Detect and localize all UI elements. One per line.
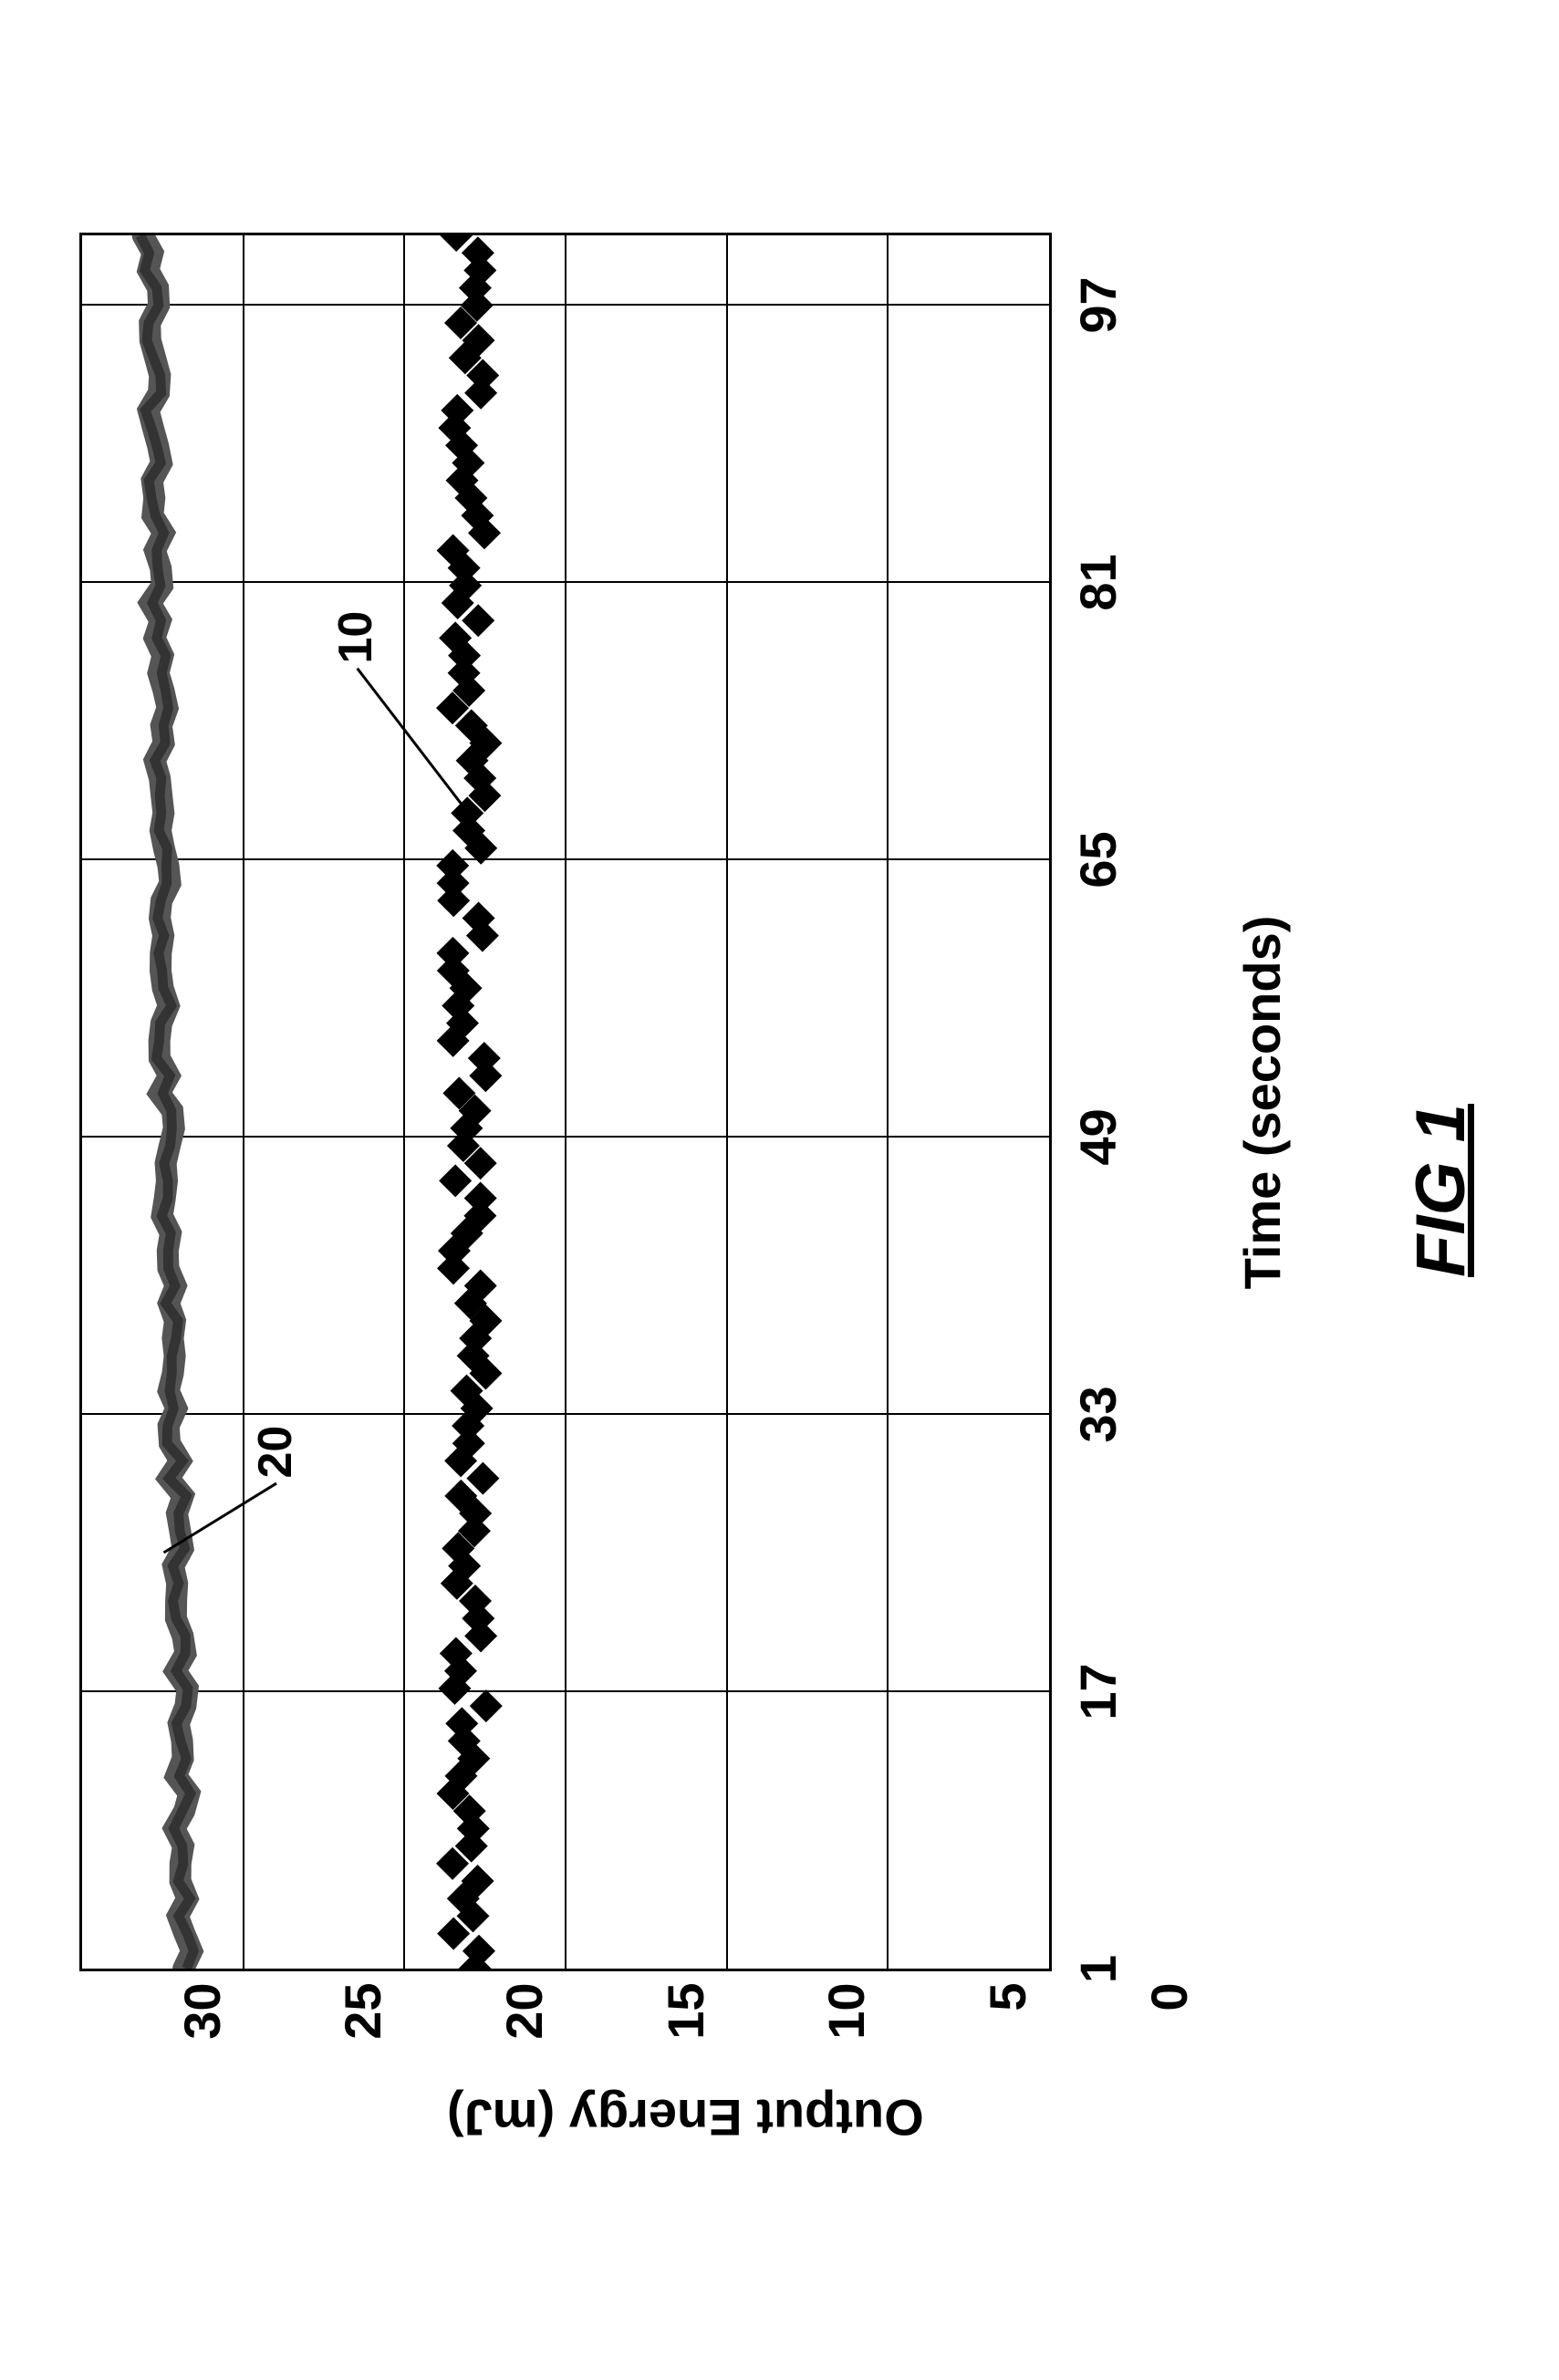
- x-tick-label: 33: [1068, 1386, 1128, 1442]
- x-tick-label: 17: [1068, 1663, 1128, 1720]
- data-series-20: [82, 235, 1049, 1969]
- x-tick-row: 1173349658197: [1068, 235, 1132, 1969]
- x-tick-label: 1: [1068, 1954, 1128, 1982]
- y-tick-label: 30: [176, 1982, 227, 2039]
- rotated-container: Output Energy (mJ) 30 25 20 15 10 5 0 1020 1 17…: [79, 187, 1481, 2194]
- x-tick-label: 81: [1068, 554, 1128, 610]
- y-tick-label: 25: [338, 1982, 389, 2039]
- y-tick-label: 0: [1143, 1982, 1194, 2011]
- y-tick-label: 5: [982, 1982, 1033, 2011]
- y-tick-label: 10: [821, 1982, 872, 2039]
- x-tick-label: 65: [1068, 831, 1128, 888]
- y-tick-column: 302520151050: [202, 1982, 1169, 2064]
- plot-frame: 1020: [79, 233, 1052, 1971]
- x-axis-label: Time (seconds): [1232, 915, 1292, 1289]
- chart-area: Output Energy (mJ) 30 25 20 15 10 5 0 1020 1 17…: [79, 233, 1292, 2147]
- y-tick-label: 15: [660, 1982, 711, 2039]
- callout-label-20: 20: [248, 1425, 303, 1478]
- x-tick-label: 49: [1068, 1108, 1128, 1165]
- y-axis-label: Output Energy (mJ): [447, 2088, 924, 2147]
- figure-caption: FIG 1: [1401, 1103, 1481, 1276]
- figure: Output Energy (mJ) 30 25 20 15 10 5 0 1020 1 17…: [79, 187, 1481, 2194]
- y-tick-label: 20: [498, 1982, 549, 2039]
- x-tick-label: 97: [1068, 276, 1128, 333]
